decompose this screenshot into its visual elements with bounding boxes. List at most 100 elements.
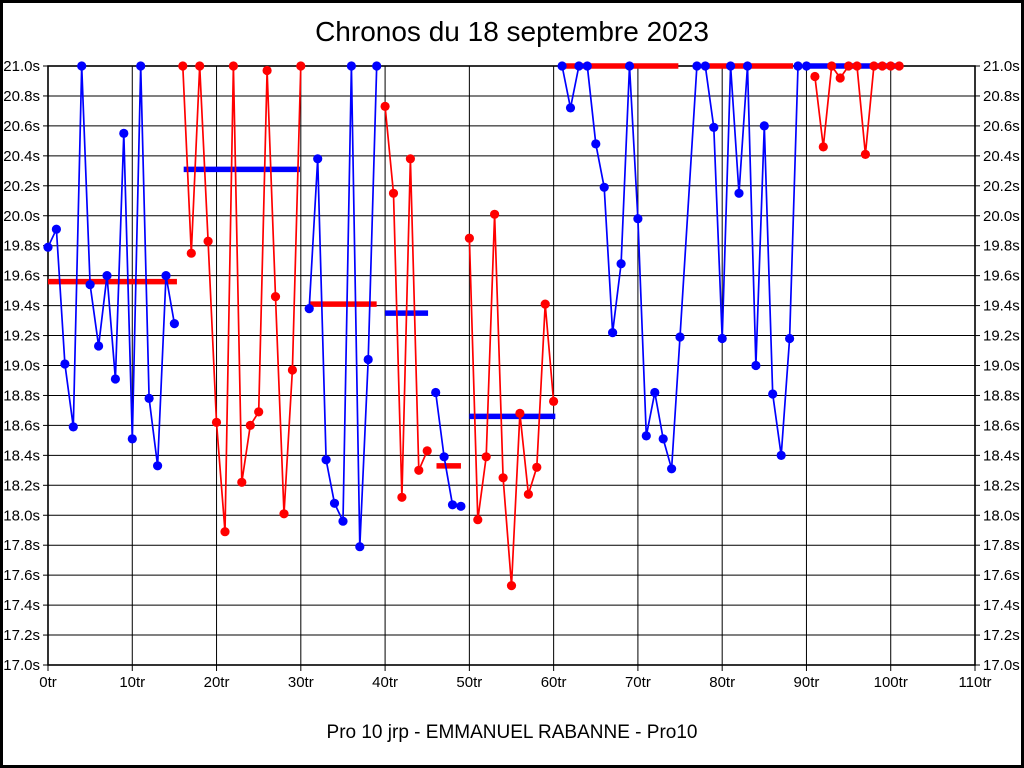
data-point	[169, 319, 179, 329]
y-tick-label-right: 19.8s	[983, 238, 1020, 255]
y-tick-label-left: 18.8s	[3, 387, 40, 404]
data-point	[110, 374, 120, 384]
data-point	[431, 387, 441, 398]
chart-caption: Pro 10 jrp - EMMANUEL RABANNE - Pro10	[326, 722, 698, 743]
data-point	[414, 465, 424, 475]
data-point	[195, 61, 205, 71]
data-point	[481, 452, 491, 462]
data-point	[667, 464, 677, 474]
data-point	[498, 473, 508, 483]
y-tick-label-right: 17.0s	[983, 657, 1020, 674]
data-point	[717, 333, 727, 344]
data-point	[624, 61, 635, 71]
y-tick-label-right: 20.4s	[983, 148, 1020, 165]
data-point	[557, 61, 567, 71]
data-point	[94, 341, 104, 351]
y-tick-label-right: 17.2s	[983, 627, 1020, 644]
y-tick-label-right: 17.6s	[983, 567, 1020, 584]
data-point	[641, 431, 651, 441]
y-tick-label-right: 18.8s	[983, 387, 1020, 404]
y-tick-label-right: 18.0s	[983, 507, 1020, 524]
y-tick-label-left: 20.2s	[3, 178, 40, 195]
data-point	[422, 446, 432, 456]
x-tick-label: 100tr	[874, 674, 908, 691]
data-point	[742, 61, 753, 71]
data-point	[405, 154, 415, 164]
data-point	[549, 396, 559, 406]
data-point	[380, 101, 390, 111]
data-point	[127, 434, 137, 444]
data-point	[650, 387, 660, 398]
x-tick-label: 90tr	[794, 674, 820, 691]
stint-8	[810, 61, 904, 159]
data-point	[810, 71, 820, 82]
data-point	[186, 248, 196, 258]
data-point	[456, 501, 466, 511]
data-point	[439, 452, 449, 462]
data-point	[228, 61, 238, 71]
data-point	[397, 492, 407, 502]
y-tick-label-right: 19.2s	[983, 328, 1020, 345]
data-series	[43, 61, 904, 591]
y-tick-label-left: 18.4s	[3, 447, 40, 464]
data-point	[262, 65, 272, 76]
y-tick-label-left: 18.6s	[3, 417, 40, 434]
data-point	[304, 304, 314, 314]
data-point	[608, 328, 618, 338]
chart-title: Chronos du 18 septembre 2023	[315, 16, 709, 47]
data-point	[153, 461, 163, 471]
data-point	[338, 516, 348, 526]
data-point	[852, 61, 862, 71]
y-tick-label-left: 19.4s	[3, 298, 40, 315]
data-point	[85, 280, 95, 290]
data-point	[785, 333, 795, 344]
data-point	[860, 149, 871, 159]
data-point	[844, 61, 854, 71]
y-tick-label-left: 17.2s	[3, 627, 40, 644]
y-tick-label-left: 19.2s	[3, 328, 40, 345]
x-tick-label: 70tr	[625, 674, 651, 691]
x-tick-label: 20tr	[204, 674, 230, 691]
data-point	[532, 462, 542, 472]
data-point	[709, 122, 719, 132]
data-point	[523, 489, 534, 499]
data-point	[136, 61, 146, 71]
data-point	[658, 434, 668, 444]
y-tick-label-right: 21.0s	[983, 58, 1020, 75]
data-point	[582, 61, 592, 71]
series-line-red	[384, 106, 428, 499]
y-tick-label-left: 17.8s	[3, 537, 40, 554]
data-point	[329, 498, 340, 508]
y-tick-label-left: 19.0s	[3, 358, 40, 375]
data-point	[818, 142, 828, 152]
y-tick-label-right: 20.6s	[983, 118, 1020, 135]
series-line-blue	[47, 65, 176, 467]
data-point	[363, 354, 373, 365]
data-point	[144, 393, 154, 403]
y-tick-label-right: 19.0s	[983, 358, 1020, 375]
data-point	[245, 420, 255, 430]
x-tick-label: 0tr	[39, 674, 57, 691]
data-point	[203, 236, 213, 246]
x-tick-label: 110tr	[958, 674, 991, 691]
data-point	[60, 359, 70, 369]
stint-1	[43, 61, 179, 471]
y-tick-label-left: 20.6s	[3, 118, 40, 135]
y-tick-label-left: 18.0s	[3, 507, 40, 524]
stint-6	[464, 209, 559, 591]
y-axis-labels-right: 21.0s 20.8s 20.6s 20.4s 20.2s 20.0s 19.8s 19.6s…	[983, 58, 1020, 674]
data-point	[447, 500, 458, 510]
data-point	[346, 61, 356, 71]
data-point	[473, 515, 483, 525]
data-point	[464, 233, 474, 243]
data-point	[220, 527, 230, 537]
data-point	[692, 61, 702, 71]
data-point	[279, 509, 289, 519]
y-tick-label-left: 17.4s	[3, 597, 40, 614]
data-point	[835, 73, 845, 83]
y-tick-label-right: 19.6s	[983, 268, 1020, 285]
data-point	[51, 224, 62, 234]
data-point	[388, 188, 399, 198]
data-point	[616, 259, 626, 269]
